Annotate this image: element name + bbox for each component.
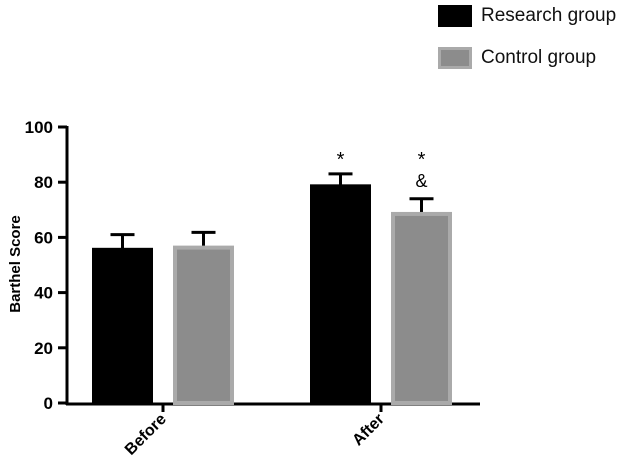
x-tick-label: Before: [122, 411, 170, 459]
bar: [173, 245, 234, 405]
y-axis-label: Barthel Score: [7, 215, 24, 313]
legend-item-control-group: Control group: [438, 46, 616, 70]
y-tick-label: 100: [25, 118, 53, 137]
y-tick-label: 20: [34, 339, 53, 358]
y-tick-label: 0: [44, 394, 53, 413]
legend-swatch-research: [438, 5, 472, 27]
y-tick-label: 80: [34, 173, 53, 192]
legend-label-research: Research group: [481, 5, 617, 26]
y-tick-label: 60: [34, 228, 53, 247]
significance-marker: *: [418, 149, 426, 171]
x-axis: Before After: [66, 402, 480, 459]
bar: [92, 247, 153, 405]
x-ticks: Before After: [122, 403, 388, 459]
legend-swatch-control: [438, 47, 472, 69]
legend: Research group Control group: [438, 4, 616, 88]
bar: [391, 211, 452, 405]
bar-group: *&: [391, 149, 452, 405]
legend-label-control: Control group: [481, 47, 597, 68]
x-tick-label: After: [349, 411, 387, 449]
significance-marker: *: [337, 149, 345, 171]
significance-marker: &: [415, 171, 427, 191]
y-ticks: 0 20 40 60 80 100: [25, 118, 67, 413]
bars: * *&: [92, 149, 452, 405]
bar: [310, 184, 371, 405]
y-tick-label: 40: [34, 284, 53, 303]
legend-item-research-group: Research group: [438, 4, 616, 28]
bar-group: *: [310, 149, 371, 405]
bar-group: [92, 233, 153, 405]
y-axis: 0 20 40 60 80 100 Barthel Score: [7, 118, 69, 413]
bar-group: [173, 230, 234, 405]
